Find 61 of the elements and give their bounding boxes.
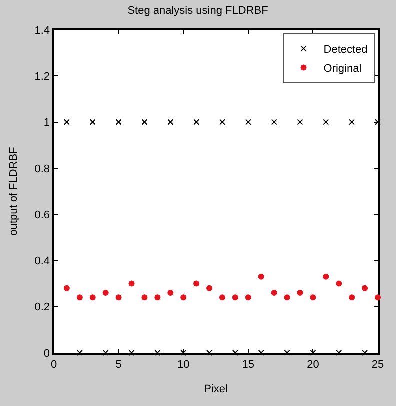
point	[64, 285, 70, 292]
point	[142, 119, 148, 126]
point	[90, 294, 96, 301]
y-tick-label: 1	[44, 117, 50, 130]
point	[232, 350, 238, 356]
point	[297, 119, 304, 126]
point	[194, 119, 200, 126]
point	[194, 280, 200, 287]
y-axis-title: output of FLDRBF	[8, 146, 20, 236]
point	[102, 290, 109, 296]
point	[245, 294, 252, 301]
point	[323, 274, 330, 280]
point	[362, 350, 368, 356]
point	[258, 274, 264, 280]
point	[336, 280, 342, 287]
point	[206, 285, 213, 292]
point	[310, 294, 316, 301]
point	[219, 119, 226, 126]
y-tick-label: 0.4	[34, 256, 50, 268]
point	[271, 290, 278, 296]
point	[232, 294, 238, 301]
y-tick-label: 1.4	[34, 24, 50, 37]
x-tick-label: 20	[307, 358, 320, 371]
point	[154, 294, 161, 301]
point	[116, 119, 122, 126]
point	[284, 294, 290, 301]
x-axis-title: Pixel	[204, 384, 228, 396]
point	[323, 119, 330, 126]
y-tick-label: 0	[44, 348, 50, 360]
point	[128, 280, 135, 287]
x-tick-label: 10	[177, 358, 190, 371]
point	[245, 119, 252, 126]
point	[128, 350, 135, 356]
point	[168, 290, 174, 296]
point	[297, 290, 304, 296]
point	[64, 119, 70, 126]
point	[271, 119, 278, 126]
point	[349, 294, 356, 301]
point	[362, 285, 368, 292]
point	[168, 119, 174, 126]
x-tick-label: 5	[116, 358, 122, 371]
y-tick-label: 1.2	[34, 70, 50, 83]
legend-label: Original	[324, 63, 362, 76]
x-tick-label: 25	[372, 358, 384, 371]
legend-label: Detected	[324, 44, 368, 56]
point	[349, 119, 356, 126]
point	[375, 294, 381, 301]
y-tick-label: 0.6	[34, 209, 50, 222]
chart-title: Steg analysis using FLDRBF	[128, 4, 269, 17]
y-tick-label: 0.8	[34, 163, 50, 176]
x-tick-label: 15	[242, 358, 255, 371]
point	[90, 119, 96, 126]
point	[180, 350, 187, 356]
point	[116, 294, 122, 301]
point	[142, 294, 148, 301]
point	[76, 350, 83, 356]
point	[76, 294, 83, 301]
point	[219, 294, 226, 301]
point	[206, 350, 213, 356]
y-tick-label: 0.2	[34, 302, 50, 314]
point	[180, 294, 187, 301]
